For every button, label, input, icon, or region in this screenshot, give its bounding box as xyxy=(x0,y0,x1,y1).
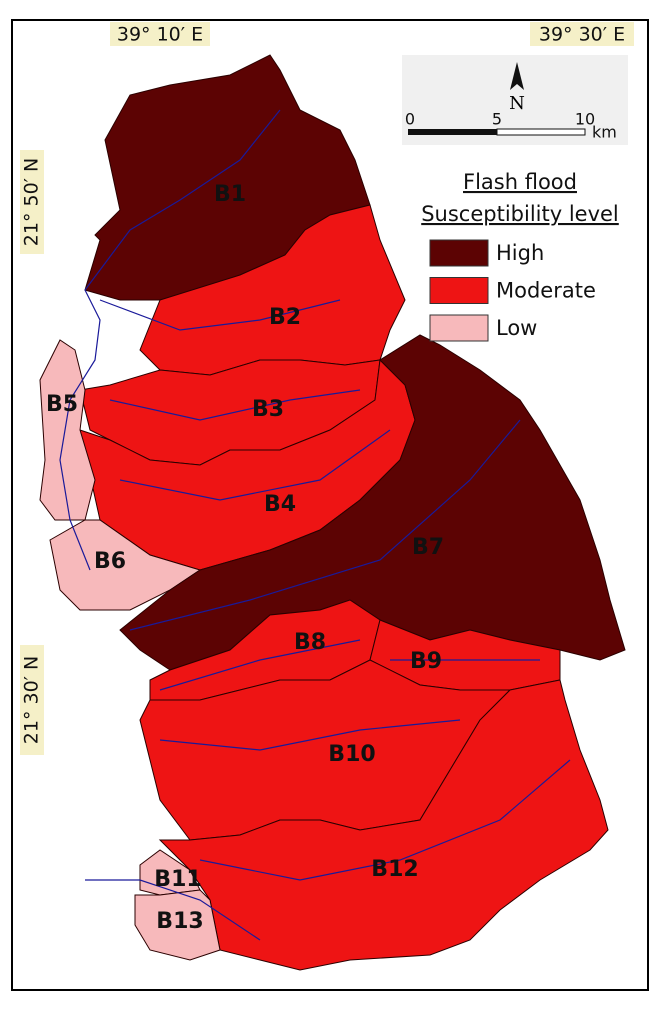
north-label: N xyxy=(509,93,525,114)
scale-tick: 10 xyxy=(575,110,595,129)
scale-bar xyxy=(408,129,497,135)
legend-title: Flash flood xyxy=(463,170,577,194)
north-arrow xyxy=(510,62,524,90)
basins xyxy=(39,54,626,971)
basin-label: B13 xyxy=(156,909,203,934)
scale-unit: km xyxy=(592,123,617,142)
coord-label: 39° 30′ E xyxy=(539,24,625,46)
legend-label: High xyxy=(496,241,544,265)
basin-label: B5 xyxy=(46,392,78,417)
coord-label: 39° 10′ E xyxy=(117,24,203,46)
basin-label: B2 xyxy=(269,305,301,330)
legend-label: Moderate xyxy=(496,279,596,303)
coord-label: 21° 30′ N xyxy=(21,656,43,744)
basin-label: B12 xyxy=(371,857,418,882)
coord-bg xyxy=(530,22,634,46)
basin-label: B7 xyxy=(412,535,444,560)
legend-label: Low xyxy=(496,316,537,340)
legend-swatch xyxy=(429,277,489,304)
basin xyxy=(39,339,96,521)
basin-label: B6 xyxy=(94,549,126,574)
rivers xyxy=(59,109,571,941)
coord-bg xyxy=(20,150,44,254)
coord-bg xyxy=(110,22,210,46)
scale-bar xyxy=(496,128,586,136)
legend-swatch xyxy=(429,239,489,267)
basin-label: B3 xyxy=(252,397,284,422)
basin-label: B11 xyxy=(154,867,201,892)
basin-label: B9 xyxy=(410,649,442,674)
basin-label: B10 xyxy=(328,742,375,767)
basin xyxy=(134,889,221,961)
basin-label: B4 xyxy=(264,492,296,517)
basin-label: B8 xyxy=(294,630,326,655)
scale-tick: 0 xyxy=(405,110,415,129)
scale-tick: 5 xyxy=(492,110,502,129)
basin xyxy=(158,679,609,971)
legend-swatch xyxy=(429,314,489,342)
coord-label: 21° 50′ N xyxy=(21,158,43,246)
legend-title: Susceptibility level xyxy=(421,202,619,226)
coord-bg xyxy=(20,645,44,755)
basin-label: B1 xyxy=(214,182,246,207)
